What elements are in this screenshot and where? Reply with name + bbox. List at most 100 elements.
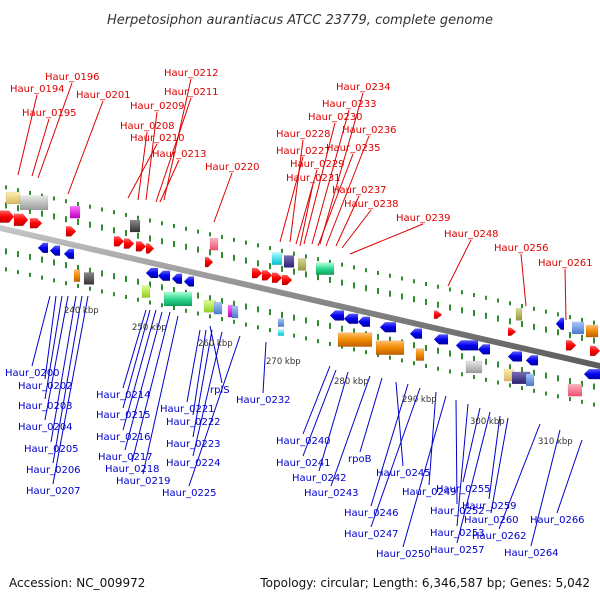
forward-gene-label[interactable]: Haur_0231 <box>286 173 341 184</box>
forward-gene[interactable] <box>135 241 147 252</box>
reverse-gene-label[interactable]: Haur_0218 <box>105 464 160 475</box>
reverse-gene-label[interactable]: Haur_0202 <box>18 381 73 392</box>
forward-gene-label[interactable]: Haur_0234 <box>336 82 391 93</box>
reverse-gene[interactable] <box>455 340 479 351</box>
reverse-gene-label[interactable]: Haur_0221 <box>160 404 215 415</box>
reverse-gene-label[interactable]: Haur_0246 <box>344 508 399 519</box>
reverse-gene-label[interactable]: Haur_0232 <box>236 395 291 406</box>
gene-feature[interactable] <box>375 340 405 355</box>
forward-gene-label[interactable]: Haur_0229 <box>290 159 345 170</box>
gene-feature[interactable] <box>231 305 239 319</box>
gene-feature[interactable] <box>129 219 141 233</box>
gene-feature[interactable] <box>315 262 335 275</box>
forward-gene[interactable] <box>145 243 155 254</box>
reverse-gene-label[interactable]: Haur_0219 <box>116 476 171 487</box>
gene-feature[interactable] <box>141 285 151 298</box>
forward-gene-label[interactable]: Haur_0195 <box>22 108 77 119</box>
gene-feature[interactable] <box>163 291 193 307</box>
reverse-gene[interactable] <box>525 355 539 366</box>
forward-gene[interactable] <box>281 274 293 286</box>
reverse-gene[interactable] <box>145 267 159 279</box>
forward-gene-label[interactable]: Haur_0212 <box>164 68 219 79</box>
reverse-gene-label[interactable]: Haur_0259 <box>462 501 517 512</box>
reverse-gene-label[interactable]: rpoB <box>348 454 372 465</box>
reverse-gene-label[interactable]: Haur_0260 <box>464 515 519 526</box>
forward-gene[interactable] <box>0 210 15 223</box>
reverse-gene-label[interactable]: Haur_0257 <box>430 545 485 556</box>
gene-feature[interactable] <box>571 321 585 335</box>
forward-gene-label[interactable]: Haur_0236 <box>342 125 397 136</box>
reverse-gene[interactable] <box>555 317 565 331</box>
reverse-gene-label[interactable]: Haur_0214 <box>96 390 151 401</box>
forward-gene-label[interactable]: Haur_0209 <box>130 101 185 112</box>
reverse-gene[interactable] <box>379 321 397 333</box>
reverse-gene-label[interactable]: Haur_0255 <box>436 484 491 495</box>
forward-gene[interactable] <box>113 236 125 247</box>
gene-feature[interactable] <box>525 373 535 387</box>
gene-feature[interactable] <box>337 332 373 347</box>
reverse-gene-label[interactable]: Haur_0262 <box>472 531 527 542</box>
reverse-gene-label[interactable]: Haur_0204 <box>18 422 73 433</box>
forward-gene[interactable] <box>251 267 263 279</box>
forward-gene[interactable] <box>65 226 77 237</box>
reverse-gene[interactable] <box>157 270 171 281</box>
forward-gene-label[interactable]: Haur_0211 <box>164 87 219 98</box>
reverse-gene-label[interactable]: Haur_0203 <box>18 401 73 412</box>
reverse-gene[interactable] <box>329 310 345 321</box>
reverse-gene[interactable] <box>477 344 491 355</box>
gene-feature[interactable] <box>213 301 223 315</box>
gene-feature[interactable] <box>465 360 483 374</box>
forward-gene-label[interactable]: Haur_0230 <box>308 112 363 123</box>
forward-gene[interactable] <box>589 345 600 357</box>
gene-feature[interactable] <box>209 237 219 251</box>
reverse-gene-label[interactable]: Haur_0215 <box>96 410 151 421</box>
forward-gene-label[interactable]: Haur_0261 <box>538 258 593 269</box>
reverse-gene[interactable] <box>433 334 449 345</box>
gene-feature[interactable] <box>83 272 95 285</box>
gene-feature[interactable] <box>297 258 307 271</box>
reverse-gene-label[interactable]: Haur_0241 <box>276 458 331 469</box>
reverse-gene-label[interactable]: Haur_0243 <box>304 488 359 499</box>
reverse-gene-label[interactable]: Haur_0222 <box>166 417 221 428</box>
forward-gene-label[interactable]: Haur_0208 <box>120 121 175 132</box>
gene-labels[interactable]: Haur_0196Haur_0194Haur_0195Haur_0201Haur… <box>5 68 593 560</box>
forward-gene[interactable] <box>204 256 214 268</box>
reverse-gene[interactable] <box>507 351 523 362</box>
forward-gene-label[interactable]: Haur_0196 <box>45 72 100 83</box>
forward-gene[interactable] <box>271 272 283 283</box>
reverse-gene[interactable] <box>63 248 75 260</box>
reverse-gene-label[interactable]: Haur_0247 <box>344 529 399 540</box>
gene-feature[interactable] <box>567 384 583 397</box>
reverse-gene-label[interactable]: Haur_0205 <box>24 444 79 455</box>
reverse-gene[interactable] <box>49 245 61 256</box>
reverse-gene-label[interactable]: Haur_0217 <box>98 452 153 463</box>
gene-feature[interactable] <box>515 308 523 321</box>
forward-gene-label[interactable]: Haur_0256 <box>494 243 549 254</box>
gene-feature[interactable] <box>69 206 81 219</box>
reverse-gene-label[interactable]: Haur_0242 <box>292 473 347 484</box>
forward-gene[interactable] <box>433 310 443 319</box>
forward-gene-label[interactable]: Haur_0237 <box>332 185 387 196</box>
forward-gene-label[interactable]: Haur_0248 <box>444 229 499 240</box>
forward-gene-label[interactable]: Haur_0238 <box>344 199 399 210</box>
forward-gene-label[interactable]: Haur_0201 <box>76 90 131 101</box>
reverse-gene-label[interactable]: Haur_0225 <box>162 488 217 499</box>
gene-feature[interactable] <box>277 318 285 327</box>
forward-gene[interactable] <box>29 218 43 229</box>
forward-gene[interactable] <box>13 213 29 227</box>
forward-gene-label[interactable]: Haur_0233 <box>322 99 377 110</box>
gene-feature[interactable] <box>585 324 599 338</box>
gene-feature[interactable] <box>5 191 21 205</box>
reverse-gene[interactable] <box>171 273 183 284</box>
reverse-gene-label[interactable]: Haur_0266 <box>530 515 585 526</box>
forward-gene[interactable] <box>261 270 273 281</box>
gene-feature[interactable] <box>73 269 81 282</box>
reverse-gene-label[interactable]: Haur_0264 <box>504 548 559 559</box>
forward-gene-label[interactable]: Haur_0239 <box>396 213 451 224</box>
reverse-gene-label[interactable]: Haur_0224 <box>166 458 221 469</box>
reverse-gene-label[interactable]: Haur_0206 <box>26 465 81 476</box>
reverse-gene[interactable] <box>357 316 371 327</box>
reverse-gene-label[interactable]: Haur_0223 <box>166 439 221 450</box>
reverse-gene[interactable] <box>343 313 359 324</box>
reverse-gene-label[interactable]: Haur_0252 <box>430 506 485 517</box>
